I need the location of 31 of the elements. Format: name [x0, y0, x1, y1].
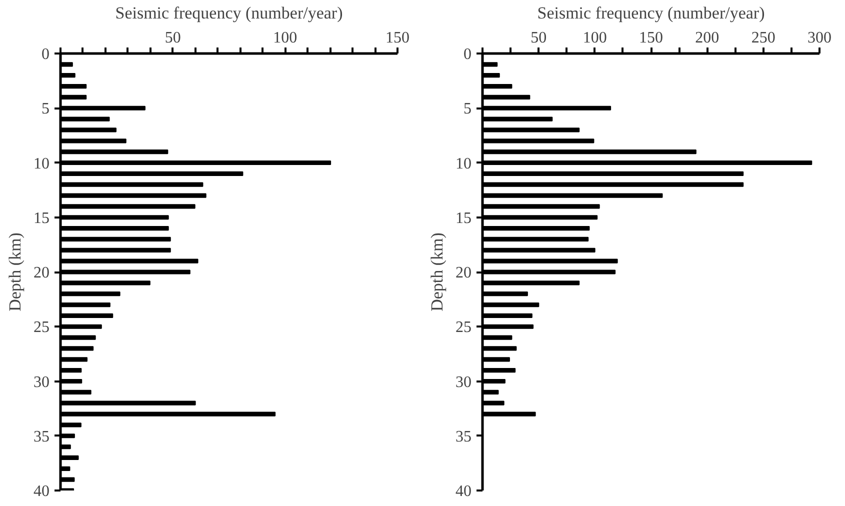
x-axis-title: Seismic frequency (number/year)	[537, 4, 765, 22]
y-tick-label: 35	[34, 428, 50, 446]
y-tick-label: 40	[456, 483, 472, 500]
x-tick-label: 100	[273, 30, 298, 46]
y-tick-label: 40	[34, 483, 50, 500]
y-tick-label: 10	[456, 155, 472, 172]
y-tick-label: 25	[456, 319, 472, 336]
y-tick-label: 25	[34, 319, 50, 336]
x-tick-label: 250	[751, 30, 776, 46]
x-tick-label: 150	[386, 30, 410, 46]
y-tick-label: 20	[34, 264, 50, 282]
y-tick-label: 15	[456, 210, 472, 227]
y-tick-label: 5	[464, 100, 472, 118]
y-tick-label: 5	[42, 100, 50, 118]
x-tick-label: 100	[582, 30, 607, 46]
x-tick-label: 200	[695, 30, 720, 46]
y-tick-label: 0	[42, 46, 50, 63]
y-tick-label: 20	[456, 264, 472, 282]
x-tick-label: 50	[164, 30, 181, 46]
y-tick-label: 35	[456, 428, 472, 446]
y-tick-label: 10	[34, 155, 50, 172]
y-axis-title: Depth (km)	[6, 232, 24, 312]
x-tick-label: 300	[808, 30, 832, 46]
y-tick-label: 30	[34, 374, 50, 391]
y-tick-label: 15	[34, 210, 50, 227]
x-axis-title: Seismic frequency (number/year)	[115, 4, 343, 22]
y-tick-label: 0	[464, 46, 472, 63]
x-tick-label: 50	[530, 30, 547, 46]
x-tick-label: 150	[639, 30, 663, 46]
y-axis-title: Depth (km)	[428, 232, 446, 312]
y-tick-label: 30	[456, 374, 472, 391]
